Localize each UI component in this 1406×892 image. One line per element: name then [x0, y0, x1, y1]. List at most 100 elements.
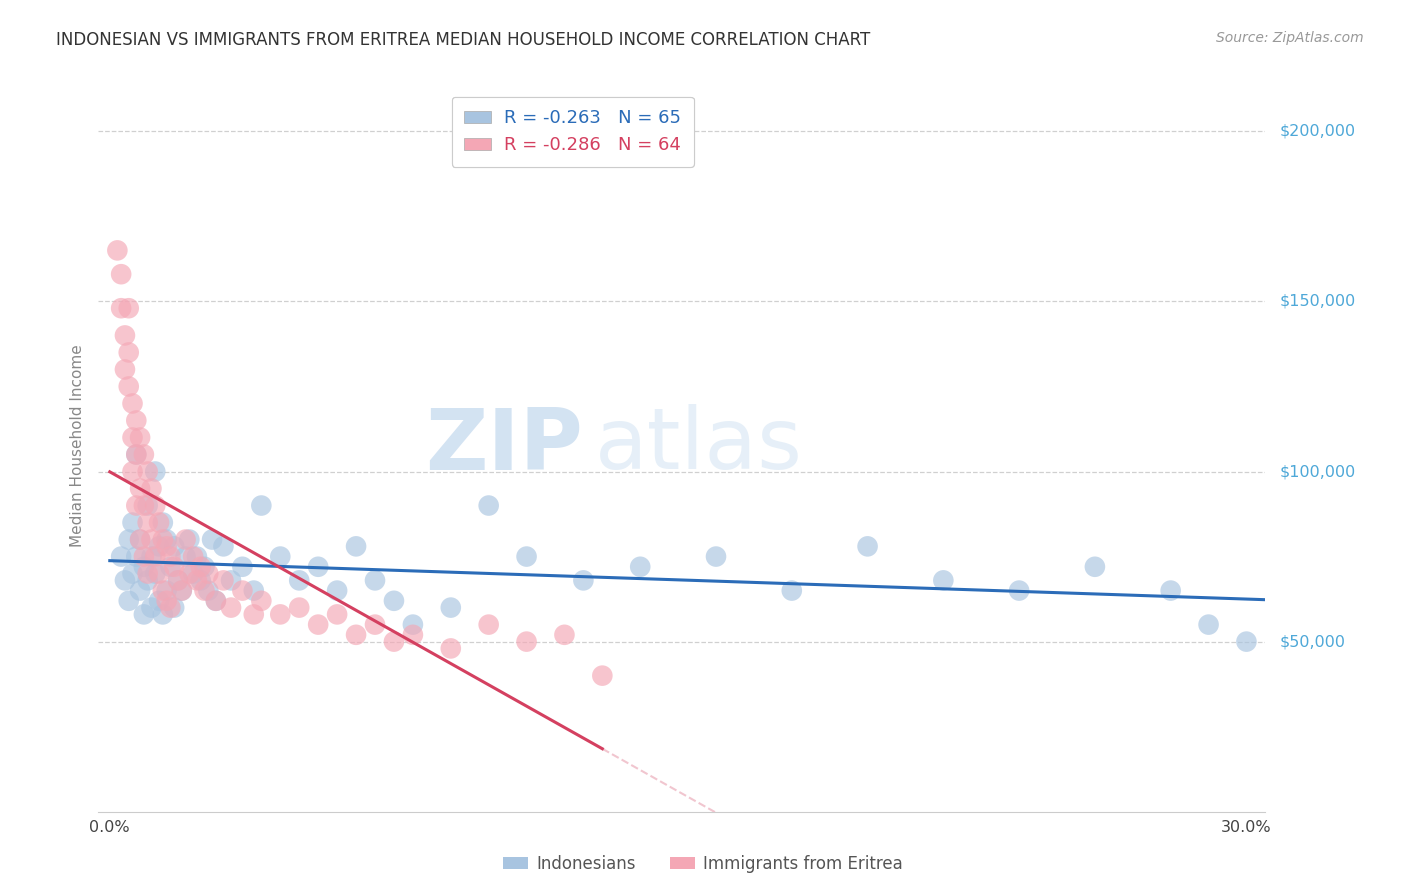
Point: [231, 583, 253, 598]
Point: [114, 362, 136, 376]
Text: $100,000: $100,000: [1279, 464, 1355, 479]
Point: [572, 574, 595, 588]
Point: [167, 574, 190, 588]
Point: [382, 634, 405, 648]
Text: $150,000: $150,000: [1279, 293, 1355, 309]
Point: [181, 549, 204, 564]
Point: [114, 328, 136, 343]
Point: [364, 617, 387, 632]
Point: [326, 607, 349, 622]
Point: [174, 549, 197, 564]
Point: [129, 533, 152, 547]
Point: [156, 594, 179, 608]
Point: [132, 559, 155, 574]
Point: [141, 549, 163, 564]
Point: [159, 549, 181, 564]
Point: [136, 465, 159, 479]
Point: [159, 559, 181, 574]
Point: [143, 549, 166, 564]
Point: [440, 641, 463, 656]
Point: [250, 499, 273, 513]
Point: [125, 448, 148, 462]
Point: [190, 574, 212, 588]
Point: [152, 533, 174, 547]
Point: [132, 549, 155, 564]
Point: [141, 533, 163, 547]
Point: [179, 566, 201, 581]
Point: [1236, 634, 1258, 648]
Point: [382, 594, 405, 608]
Point: [201, 533, 224, 547]
Point: [478, 617, 501, 632]
Point: [118, 533, 141, 547]
Point: [250, 594, 273, 608]
Point: [143, 465, 166, 479]
Point: [152, 516, 174, 530]
Point: [125, 413, 148, 427]
Point: [704, 549, 727, 564]
Point: [136, 566, 159, 581]
Point: [163, 600, 186, 615]
Text: atlas: atlas: [595, 404, 803, 488]
Point: [118, 301, 141, 316]
Point: [186, 549, 208, 564]
Point: [156, 583, 179, 598]
Point: [110, 549, 132, 564]
Point: [553, 628, 575, 642]
Point: [344, 540, 367, 554]
Point: [163, 559, 186, 574]
Point: [269, 549, 291, 564]
Point: [170, 583, 193, 598]
Point: [478, 499, 501, 513]
Text: INDONESIAN VS IMMIGRANTS FROM ERITREA MEDIAN HOUSEHOLD INCOME CORRELATION CHART: INDONESIAN VS IMMIGRANTS FROM ERITREA ME…: [56, 31, 870, 49]
Point: [121, 396, 143, 410]
Point: [121, 430, 143, 444]
Point: [105, 244, 128, 258]
Point: [136, 574, 159, 588]
Point: [156, 533, 179, 547]
Point: [402, 617, 425, 632]
Point: [125, 549, 148, 564]
Point: [156, 540, 179, 554]
Point: [205, 594, 228, 608]
Point: [170, 583, 193, 598]
Point: [136, 516, 159, 530]
Point: [110, 301, 132, 316]
Point: [269, 607, 291, 622]
Point: [136, 499, 159, 513]
Point: [152, 607, 174, 622]
Point: [856, 540, 879, 554]
Point: [231, 559, 253, 574]
Point: [125, 499, 148, 513]
Point: [307, 617, 329, 632]
Point: [780, 583, 803, 598]
Point: [1008, 583, 1031, 598]
Point: [181, 566, 204, 581]
Point: [288, 574, 311, 588]
Point: [932, 574, 955, 588]
Point: [121, 566, 143, 581]
Legend: Indonesians, Immigrants from Eritrea: Indonesians, Immigrants from Eritrea: [496, 848, 910, 880]
Point: [159, 600, 181, 615]
Point: [1084, 559, 1107, 574]
Point: [167, 574, 190, 588]
Point: [628, 559, 651, 574]
Text: $50,000: $50,000: [1279, 634, 1346, 649]
Point: [148, 516, 170, 530]
Point: [288, 600, 311, 615]
Point: [440, 600, 463, 615]
Point: [242, 607, 264, 622]
Point: [307, 559, 329, 574]
Point: [212, 574, 235, 588]
Point: [132, 499, 155, 513]
Point: [190, 559, 212, 574]
Point: [1198, 617, 1220, 632]
Legend: R = -0.263   N = 65, R = -0.286   N = 64: R = -0.263 N = 65, R = -0.286 N = 64: [451, 96, 693, 167]
Point: [344, 628, 367, 642]
Point: [193, 559, 215, 574]
Point: [326, 583, 349, 598]
Point: [212, 540, 235, 554]
Point: [516, 634, 538, 648]
Text: Source: ZipAtlas.com: Source: ZipAtlas.com: [1216, 31, 1364, 45]
Point: [121, 516, 143, 530]
